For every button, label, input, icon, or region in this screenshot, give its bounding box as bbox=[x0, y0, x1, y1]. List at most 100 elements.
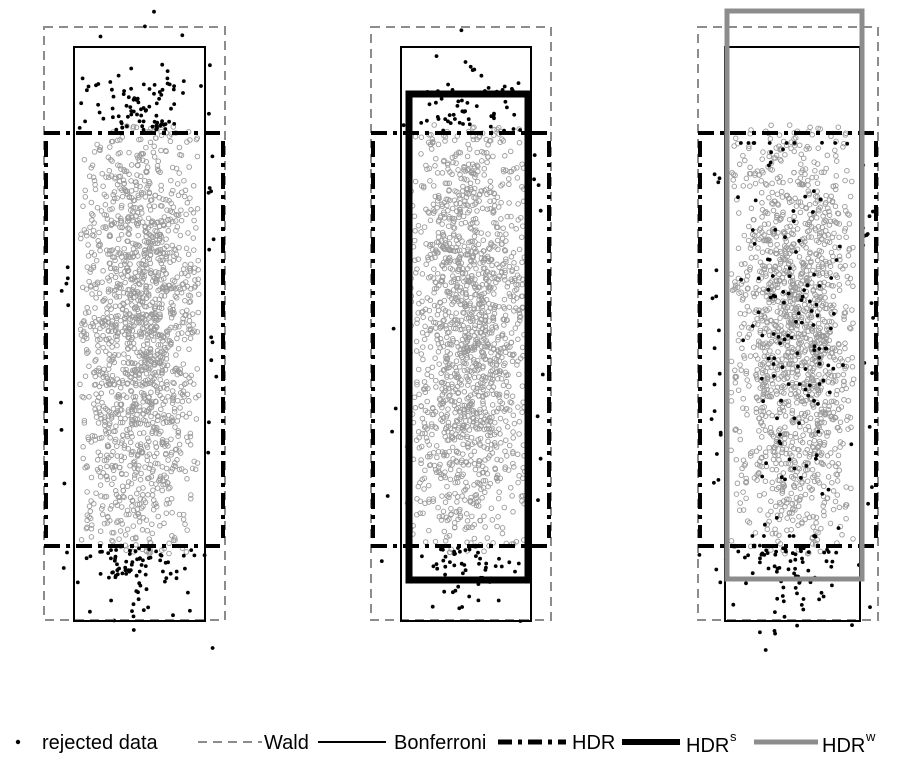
accepted-point bbox=[412, 133, 419, 140]
accepted-point bbox=[504, 453, 510, 459]
accepted-point bbox=[498, 216, 504, 222]
accepted-point bbox=[451, 218, 457, 224]
accepted-point bbox=[787, 258, 794, 265]
accepted-point bbox=[445, 419, 452, 426]
accepted-point bbox=[133, 182, 140, 188]
accepted-point bbox=[757, 361, 764, 368]
accepted-point bbox=[487, 371, 493, 378]
accepted-point bbox=[179, 411, 186, 418]
accepted-point bbox=[490, 391, 497, 397]
accepted-point bbox=[508, 213, 514, 220]
accepted-point bbox=[135, 232, 141, 239]
accepted-point bbox=[519, 183, 525, 190]
accepted-point bbox=[735, 245, 742, 252]
accepted-point bbox=[500, 225, 506, 231]
rejected-point bbox=[456, 99, 461, 104]
accepted-point bbox=[91, 220, 97, 226]
accepted-point bbox=[519, 344, 526, 351]
accepted-point bbox=[844, 167, 850, 174]
accepted-point bbox=[764, 247, 771, 254]
accepted-point bbox=[510, 429, 516, 435]
accepted-point bbox=[508, 399, 515, 406]
rejected-point bbox=[108, 80, 113, 84]
accepted-point bbox=[769, 530, 776, 537]
accepted-point bbox=[97, 482, 104, 488]
accepted-point bbox=[761, 232, 767, 238]
accepted-point bbox=[118, 166, 124, 172]
accepted-point bbox=[130, 284, 137, 290]
accepted-point bbox=[822, 399, 829, 405]
accepted-point bbox=[507, 148, 514, 155]
accepted-point bbox=[763, 182, 770, 188]
rejected-point bbox=[792, 141, 797, 145]
accepted-point bbox=[434, 270, 441, 277]
accepted-point bbox=[465, 440, 471, 447]
accepted-point bbox=[86, 173, 93, 179]
rejected-point bbox=[116, 114, 121, 119]
accepted-point bbox=[108, 338, 115, 345]
accepted-point bbox=[808, 258, 814, 265]
accepted-point bbox=[449, 435, 456, 441]
accepted-point bbox=[166, 550, 172, 557]
rejected-point bbox=[207, 247, 212, 252]
accepted-point bbox=[826, 463, 832, 469]
rejected-point bbox=[505, 105, 509, 110]
rejected-point bbox=[161, 569, 165, 574]
accepted-point bbox=[124, 526, 131, 533]
rejected-point bbox=[66, 303, 71, 308]
accepted-point bbox=[412, 270, 419, 276]
accepted-point bbox=[499, 331, 506, 337]
accepted-point bbox=[442, 255, 449, 261]
accepted-point bbox=[792, 431, 799, 437]
accepted-point bbox=[453, 244, 460, 251]
accepted-point bbox=[479, 469, 486, 476]
rejected-point bbox=[110, 570, 115, 575]
accepted-point bbox=[160, 401, 167, 407]
accepted-point bbox=[491, 127, 497, 133]
accepted-point bbox=[174, 181, 181, 187]
rejected-point bbox=[180, 33, 185, 38]
accepted-point bbox=[122, 324, 129, 330]
accepted-point bbox=[813, 174, 819, 180]
accepted-point bbox=[413, 437, 420, 443]
accepted-point bbox=[145, 334, 151, 341]
accepted-point bbox=[91, 149, 98, 155]
accepted-point bbox=[805, 188, 812, 194]
accepted-point bbox=[511, 277, 518, 284]
accepted-point bbox=[83, 232, 90, 239]
accepted-point bbox=[131, 323, 137, 329]
accepted-point bbox=[514, 165, 520, 171]
accepted-point bbox=[137, 381, 143, 388]
accepted-point bbox=[801, 349, 808, 355]
rejected-point bbox=[443, 572, 447, 577]
accepted-point bbox=[736, 210, 742, 216]
accepted-point bbox=[460, 441, 466, 448]
accepted-point bbox=[850, 283, 856, 290]
accepted-point bbox=[440, 233, 447, 239]
rejected-point bbox=[163, 122, 168, 126]
accepted-point bbox=[159, 355, 166, 361]
accepted-point bbox=[753, 284, 759, 291]
rejected-point bbox=[111, 115, 115, 120]
accepted-point bbox=[179, 309, 185, 315]
accepted-point bbox=[478, 423, 484, 429]
accepted-point bbox=[802, 516, 808, 523]
accepted-point bbox=[126, 217, 132, 223]
rejected-point bbox=[160, 87, 165, 92]
accepted-point bbox=[839, 532, 845, 538]
rejected-point bbox=[434, 100, 438, 105]
accepted-point bbox=[820, 213, 826, 219]
accepted-point bbox=[822, 258, 829, 265]
rejected-point bbox=[430, 604, 435, 609]
accepted-point bbox=[81, 420, 88, 426]
rejected-point bbox=[152, 9, 156, 14]
accepted-point bbox=[469, 272, 475, 279]
accepted-point bbox=[184, 391, 191, 398]
accepted-point bbox=[191, 247, 197, 253]
accepted-point bbox=[454, 371, 460, 377]
accepted-point bbox=[453, 374, 460, 380]
accepted-point bbox=[120, 274, 126, 280]
accepted-point bbox=[132, 394, 139, 400]
accepted-point bbox=[813, 334, 820, 341]
accepted-point bbox=[498, 199, 504, 206]
